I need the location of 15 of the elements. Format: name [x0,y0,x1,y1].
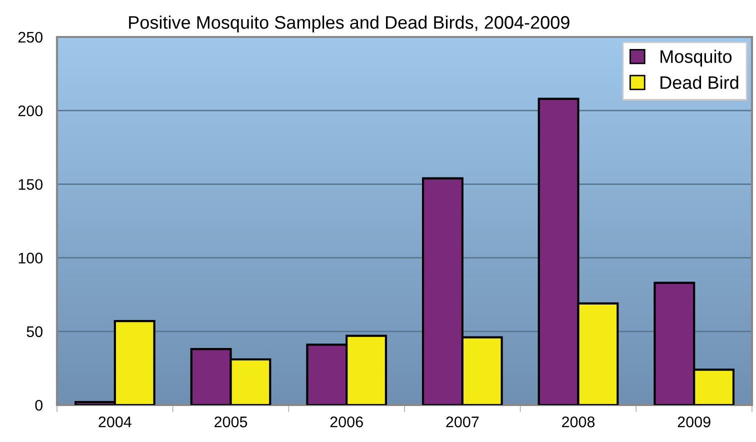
x-tick-label: 2008 [562,416,595,428]
y-tick-label: 0 [35,400,43,411]
x-tick-label: 2007 [446,416,479,428]
y-tick-label: 200 [18,105,43,116]
x-tick-label: 2009 [678,416,710,428]
y-tick-label: 50 [26,326,43,338]
y-tick-label: 150 [18,179,43,190]
x-tick-label: 2004 [98,416,132,428]
y-tick-label: 100 [18,252,43,264]
legend-label: Mosquito [660,50,732,67]
legend-label: Dead Bird [660,76,738,89]
x-tick-label: 2005 [214,416,248,428]
y-tick-label: 250 [18,32,43,43]
x-tick-label: 2006 [330,416,363,428]
chart-title: Positive Mosquito Samples and Dead Birds, 2004-2009 [129,16,570,32]
